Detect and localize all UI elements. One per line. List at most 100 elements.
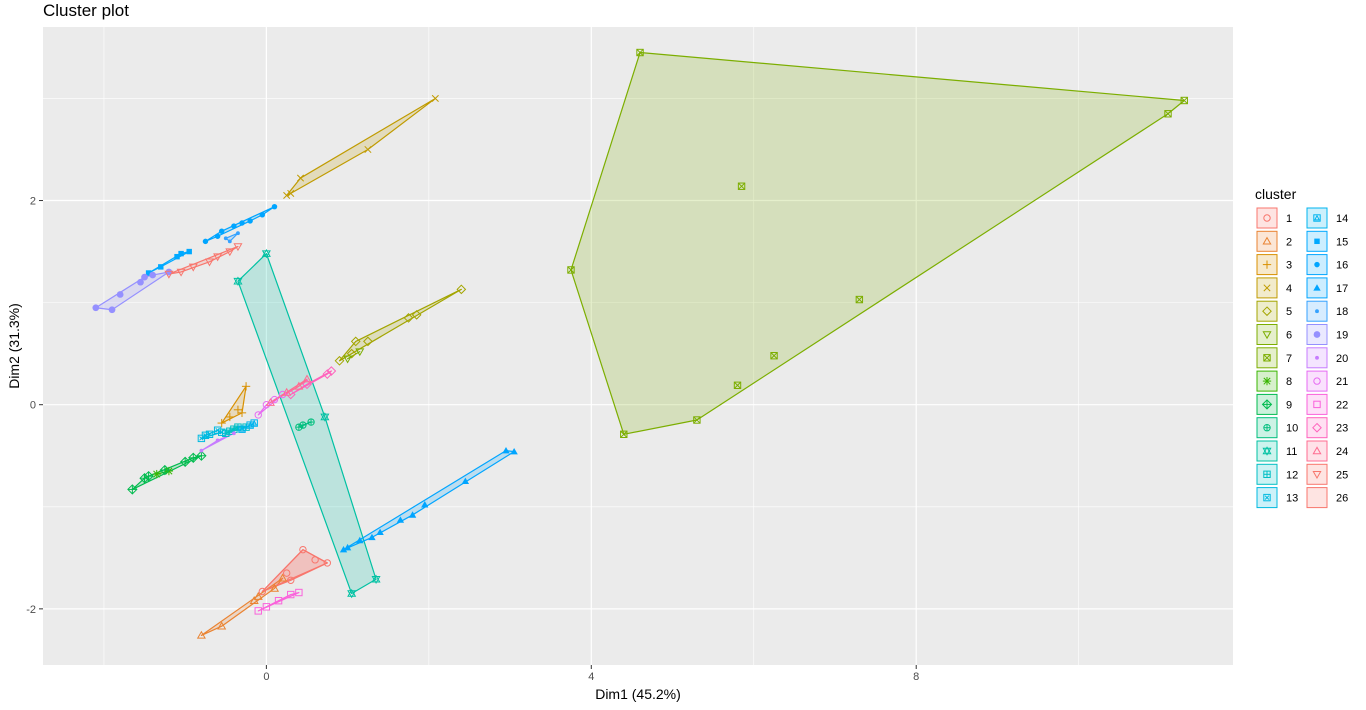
cluster-5-point: [411, 309, 422, 320]
legend-key-symbol: [1313, 400, 1321, 409]
cluster-10-point: [295, 423, 303, 431]
cluster-7-point: [737, 182, 746, 190]
cluster-22-point: [254, 607, 262, 615]
cluster-11-point: [320, 412, 330, 422]
legend-label: 24: [1336, 446, 1348, 458]
legend-label: 9: [1286, 399, 1292, 411]
legend-label: 25: [1336, 469, 1348, 481]
legend-item-20: 20: [1306, 347, 1348, 369]
legend: cluster 12345678910111213141516171819202…: [1255, 186, 1348, 509]
legend-item-22: 22: [1306, 393, 1348, 415]
cluster-19-point: [108, 306, 116, 314]
legend-key-box: [1256, 207, 1278, 229]
cluster-16-point: [202, 238, 209, 245]
legend-item-3: 3: [1256, 254, 1292, 276]
cluster-4-point: [287, 189, 295, 197]
cluster-15-point: [145, 270, 152, 276]
legend-key-symbol: [1261, 399, 1273, 410]
cluster-17-point: [368, 533, 376, 541]
cluster-11-point: [261, 248, 271, 259]
cluster-21-point: [254, 411, 262, 419]
legend-key-symbol: [1313, 331, 1321, 338]
cluster-17-point: [408, 511, 417, 518]
cluster-2-point: [196, 630, 206, 639]
legend-label: 2: [1286, 236, 1292, 248]
cluster-9-point: [179, 456, 191, 468]
cluster-23-point: [322, 369, 333, 379]
x-axis-ticks: 0 4 8: [263, 665, 919, 683]
cluster-25-point: [164, 270, 174, 279]
cluster-6-point: [355, 348, 365, 357]
cluster-5-hull: [338, 288, 462, 362]
legend-item-23: 23: [1306, 417, 1348, 439]
cluster-11-point: [233, 276, 243, 286]
cluster-24-point: [265, 397, 275, 406]
legend-label: 6: [1286, 330, 1292, 342]
cluster-19-point: [149, 271, 157, 279]
cluster-3-point: [217, 418, 226, 428]
legend-label: 3: [1286, 260, 1292, 272]
cluster-17-point: [396, 516, 405, 523]
x-tick-label: 8: [913, 671, 919, 683]
cluster-9-point: [188, 452, 199, 463]
legend-item-7: 7: [1256, 347, 1292, 369]
legend-item-4: 4: [1256, 277, 1292, 299]
cluster-20-point: [215, 438, 220, 443]
legend-item-2: 2: [1256, 230, 1292, 252]
legend-item-16: 16: [1306, 254, 1348, 276]
cluster-22-point: [274, 596, 283, 605]
legend-key-box: [1306, 463, 1328, 485]
legend-key-box: [1306, 487, 1328, 509]
cluster-7-point: [770, 351, 778, 360]
legend-key-symbol: [1263, 214, 1271, 222]
legend-key-symbol: [1315, 355, 1319, 360]
cluster-17-point: [356, 536, 364, 544]
legend-key-symbol: [1263, 424, 1271, 432]
y-tick-label: 0: [30, 400, 36, 412]
legend-item-18: 18: [1306, 300, 1348, 322]
cluster-5-point: [456, 284, 467, 295]
legend-item-9: 9: [1256, 393, 1292, 415]
cluster-17-point: [376, 528, 384, 536]
cluster-14-point: [238, 425, 246, 433]
legend-label: 14: [1336, 213, 1348, 225]
legend-item-10: 10: [1256, 417, 1298, 439]
y-axis-title: Dim2 (31.3%): [6, 303, 22, 389]
legend-key-box: [1306, 207, 1328, 229]
cluster-2-point: [249, 596, 259, 604]
cluster-11-point: [371, 574, 381, 584]
cluster-9-point: [196, 450, 207, 461]
cluster-23-point: [285, 389, 296, 400]
cluster-17-point: [421, 501, 429, 508]
legend-key-symbol: [1262, 376, 1272, 386]
cluster-22-point: [262, 603, 271, 611]
legend-key-box: [1306, 393, 1328, 415]
cluster-17-point: [343, 543, 352, 551]
cluster-17-point: [502, 446, 510, 454]
y-tick-label: -2: [26, 604, 36, 616]
legend-item-1: 1: [1256, 207, 1292, 229]
legend-key-symbol: [1262, 446, 1272, 456]
cluster-20-point: [231, 431, 236, 436]
cluster-21-point: [262, 400, 271, 409]
legend-key-symbol: [1262, 260, 1272, 269]
legend-key-box: [1256, 300, 1278, 322]
legend-item-24: 24: [1306, 440, 1348, 462]
cluster-19-point: [92, 304, 100, 312]
cluster-7-point: [636, 48, 644, 57]
cluster-3-hull: [221, 385, 247, 424]
legend-key-box: [1306, 370, 1328, 392]
plot-panel: [43, 27, 1233, 665]
legend-key-symbol: [1263, 284, 1271, 292]
cluster-8-point: [152, 469, 161, 479]
legend-key-symbol: [1312, 471, 1322, 479]
legend-label: 13: [1286, 493, 1298, 505]
legend-item-15: 15: [1306, 230, 1348, 252]
cluster-18-point: [227, 239, 232, 244]
cluster-9-point: [159, 464, 171, 476]
cluster-2-point: [278, 573, 288, 582]
x-axis-title: Dim1 (45.2%): [595, 686, 681, 702]
cluster-17-point: [510, 447, 518, 455]
cluster-11-hull: [237, 253, 377, 595]
